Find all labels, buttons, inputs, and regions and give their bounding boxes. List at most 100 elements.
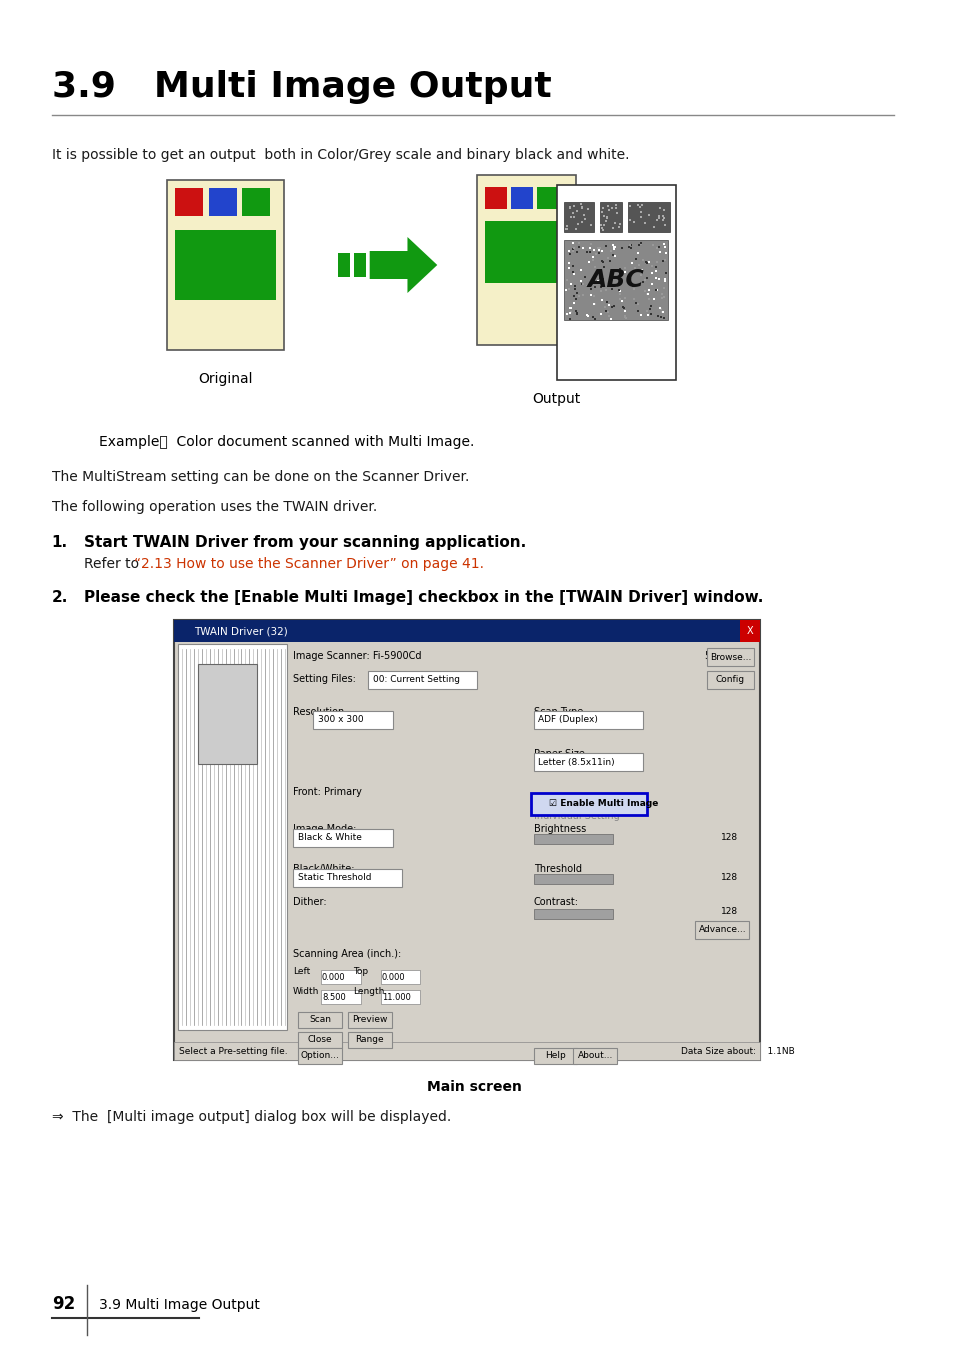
Text: 00: Current Setting: 00: Current Setting bbox=[373, 676, 459, 685]
Bar bbox=[630, 243, 632, 246]
Bar bbox=[564, 289, 566, 290]
Bar bbox=[633, 297, 635, 300]
Bar bbox=[575, 297, 577, 300]
Bar bbox=[577, 223, 578, 226]
Text: Top: Top bbox=[353, 967, 368, 977]
Bar bbox=[594, 303, 596, 305]
Bar bbox=[602, 215, 604, 218]
Bar bbox=[648, 261, 650, 263]
Text: Original: Original bbox=[198, 372, 253, 386]
Bar bbox=[627, 246, 630, 249]
Text: Left: Left bbox=[293, 967, 310, 977]
Bar bbox=[576, 251, 578, 253]
Bar bbox=[615, 285, 617, 286]
Text: Example：  Color document scanned with Multi Image.: Example： Color document scanned with Mul… bbox=[99, 435, 474, 449]
Bar bbox=[599, 286, 601, 288]
Bar bbox=[606, 257, 608, 259]
Bar bbox=[639, 274, 641, 276]
Bar bbox=[569, 207, 571, 209]
Bar bbox=[628, 205, 630, 207]
Bar bbox=[578, 246, 579, 249]
Bar bbox=[581, 295, 583, 296]
Bar bbox=[588, 251, 590, 253]
Bar bbox=[637, 263, 639, 266]
Bar bbox=[320, 990, 360, 1004]
Bar bbox=[659, 307, 660, 309]
Bar bbox=[348, 1032, 391, 1048]
Bar bbox=[627, 203, 669, 232]
Bar bbox=[573, 1048, 617, 1065]
Bar bbox=[564, 228, 566, 230]
Bar bbox=[567, 262, 569, 263]
Bar bbox=[197, 663, 257, 765]
Bar bbox=[607, 311, 609, 312]
Bar bbox=[576, 292, 578, 295]
Bar bbox=[589, 282, 591, 285]
Bar bbox=[629, 219, 631, 222]
Text: X: X bbox=[746, 626, 753, 636]
Bar bbox=[639, 207, 640, 208]
Bar bbox=[655, 270, 657, 273]
Bar bbox=[612, 245, 614, 246]
Bar bbox=[623, 272, 625, 273]
Bar bbox=[597, 247, 598, 249]
Bar bbox=[622, 307, 625, 309]
Text: 0.000: 0.000 bbox=[381, 973, 405, 981]
Bar bbox=[380, 970, 420, 984]
Bar bbox=[533, 1048, 577, 1065]
Text: Brightness: Brightness bbox=[533, 824, 585, 834]
Bar bbox=[567, 267, 569, 269]
Bar bbox=[633, 266, 635, 269]
Bar bbox=[600, 227, 602, 228]
Text: 2.: 2. bbox=[51, 590, 68, 605]
Text: 128: 128 bbox=[720, 834, 738, 843]
Bar bbox=[337, 253, 350, 277]
Bar bbox=[639, 270, 641, 273]
Bar bbox=[582, 247, 584, 249]
Bar bbox=[572, 212, 574, 213]
Bar bbox=[639, 315, 641, 316]
Bar bbox=[320, 970, 360, 984]
Bar bbox=[484, 222, 568, 282]
Bar bbox=[650, 284, 652, 285]
Text: Scanning Area (inch.):: Scanning Area (inch.): bbox=[293, 948, 401, 959]
Bar bbox=[568, 288, 570, 290]
Bar bbox=[585, 251, 587, 253]
Bar bbox=[537, 186, 558, 209]
Bar bbox=[649, 305, 651, 308]
Bar bbox=[618, 226, 619, 228]
Bar bbox=[663, 278, 665, 281]
Bar bbox=[662, 296, 664, 297]
Text: 92: 92 bbox=[51, 1296, 75, 1313]
Bar bbox=[640, 204, 642, 205]
Bar bbox=[606, 205, 608, 207]
Bar bbox=[646, 309, 648, 312]
Bar bbox=[564, 203, 594, 232]
Text: 11.000: 11.000 bbox=[381, 993, 410, 1001]
Bar bbox=[649, 308, 651, 309]
Text: Help: Help bbox=[544, 1051, 565, 1061]
Bar bbox=[510, 186, 532, 209]
Bar bbox=[367, 671, 476, 689]
Text: Scan Type: Scan Type bbox=[533, 707, 582, 717]
Text: The following operation uses the TWAIN driver.: The following operation uses the TWAIN d… bbox=[51, 500, 376, 513]
Bar bbox=[579, 280, 581, 281]
Bar bbox=[638, 243, 639, 246]
Bar bbox=[579, 269, 581, 272]
Bar bbox=[636, 251, 638, 254]
Bar bbox=[595, 253, 597, 255]
Text: About...: About... bbox=[577, 1051, 613, 1061]
Bar bbox=[657, 218, 659, 219]
Bar bbox=[648, 213, 650, 216]
Bar bbox=[594, 317, 596, 320]
Bar bbox=[573, 295, 575, 297]
Bar bbox=[590, 288, 592, 289]
Bar bbox=[298, 1048, 341, 1065]
Bar bbox=[572, 247, 574, 249]
Bar bbox=[533, 874, 613, 884]
Text: 300 x 300: 300 x 300 bbox=[317, 716, 363, 724]
Bar bbox=[173, 620, 760, 642]
Bar bbox=[602, 224, 604, 226]
Bar bbox=[639, 211, 641, 212]
Bar bbox=[598, 250, 599, 251]
